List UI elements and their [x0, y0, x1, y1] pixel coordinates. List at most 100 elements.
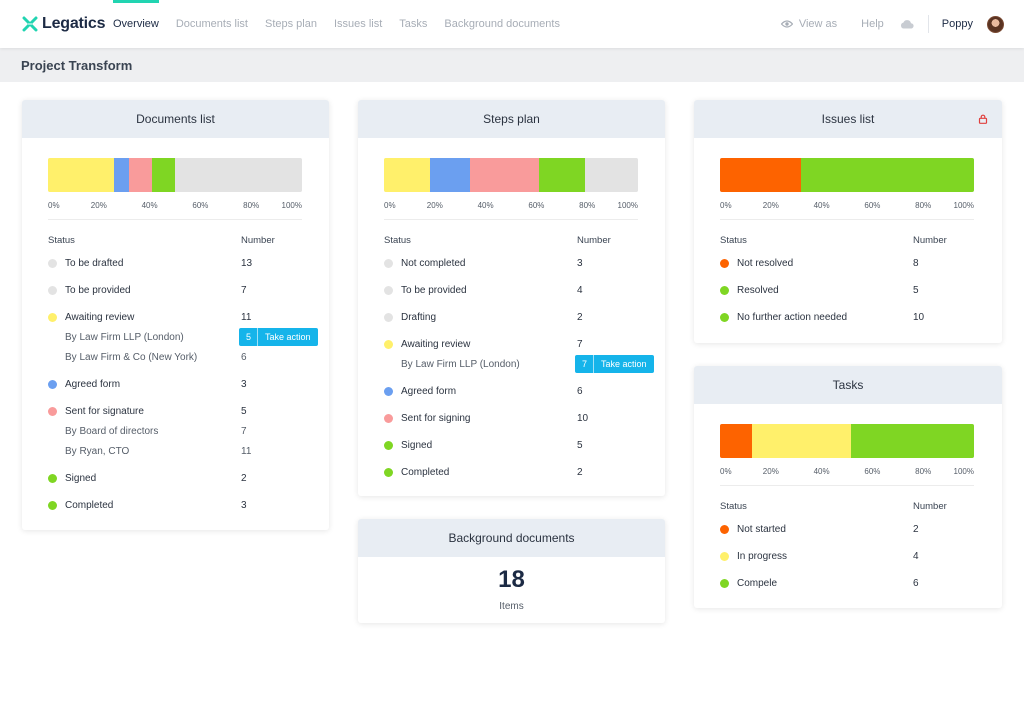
status-row[interactable]: Sent for signature: [48, 406, 144, 417]
steps-status-header: Status: [384, 235, 411, 246]
status-count: 2: [241, 473, 247, 484]
background-count: 18: [498, 566, 525, 593]
nav-overview[interactable]: Overview: [113, 0, 159, 48]
issues-card-header[interactable]: Issues list: [694, 100, 1002, 138]
status-row[interactable]: No further action needed: [720, 312, 847, 323]
status-count: 3: [241, 500, 247, 511]
status-row[interactable]: Drafting: [384, 312, 436, 323]
tasks-bar-segment-yellow: [751, 424, 851, 458]
status-count: 6: [913, 578, 919, 589]
status-row[interactable]: Compele: [720, 578, 777, 589]
nav-divider: [927, 15, 929, 33]
cloud-icon[interactable]: [900, 19, 914, 29]
status-row[interactable]: Awaiting review: [48, 312, 134, 323]
status-row[interactable]: In progress: [720, 551, 787, 562]
documents-tick-label: 100%: [281, 201, 302, 210]
status-dot-grey: [384, 286, 393, 295]
status-dot-yellow: [48, 313, 57, 322]
status-row[interactable]: Completed: [384, 467, 449, 478]
status-row[interactable]: Not resolved: [720, 258, 793, 269]
documents-card-title[interactable]: Documents list: [22, 100, 329, 138]
status-row[interactable]: Sent for signing: [384, 413, 471, 424]
take-action-label: Take action: [265, 332, 311, 342]
view-as-button[interactable]: View as: [780, 18, 838, 30]
logo[interactable]: Legatics: [22, 13, 106, 35]
tasks-tick-label: 60%: [864, 467, 881, 476]
status-count: 7: [241, 426, 247, 437]
documents-tick-label: 40%: [141, 201, 158, 210]
status-count: 10: [913, 312, 925, 323]
tasks-progress-bar: [720, 424, 974, 458]
nav-tasks[interactable]: Tasks: [399, 18, 428, 30]
status-row[interactable]: Signed: [384, 440, 432, 451]
take-action-button[interactable]: 7 Take action: [575, 355, 654, 373]
status-row[interactable]: To be drafted: [48, 258, 123, 269]
status-count: 5: [241, 406, 247, 417]
tasks-tick-label: 0%: [720, 467, 732, 476]
eye-icon: [780, 20, 793, 28]
status-row[interactable]: Signed: [48, 473, 96, 484]
status-count: 2: [577, 467, 583, 478]
status-label: Agreed form: [401, 386, 457, 397]
take-action-count: 5: [239, 328, 259, 346]
nav-documents-list[interactable]: Documents list: [175, 18, 248, 30]
help-link[interactable]: Help: [861, 18, 884, 30]
status-count: 11: [241, 446, 252, 457]
user-name[interactable]: Poppy: [941, 18, 973, 30]
tasks-card-title[interactable]: Tasks: [694, 366, 1002, 404]
steps-tick-label: 60%: [528, 201, 545, 210]
issues-tick-label: 100%: [953, 201, 974, 210]
steps-bar-segment-blue: [429, 158, 471, 192]
avatar[interactable]: [987, 15, 1004, 33]
nav-issues-list[interactable]: Issues list: [333, 18, 383, 30]
steps-progress-bar: [384, 158, 638, 192]
status-row[interactable]: Not started: [720, 524, 786, 535]
status-row[interactable]: To be provided: [48, 285, 131, 296]
nav-steps-plan[interactable]: Steps plan: [264, 18, 317, 30]
status-label: Compele: [737, 578, 778, 589]
nav-background-documents[interactable]: Background documents: [444, 18, 560, 30]
status-dot-green: [384, 441, 393, 450]
status-row[interactable]: Agreed form: [384, 386, 456, 397]
status-count: 8: [913, 258, 919, 269]
status-row[interactable]: Agreed form: [48, 379, 120, 390]
status-count: 4: [913, 551, 919, 562]
status-row[interactable]: To be provided: [384, 285, 467, 296]
documents-axis-ticks: 0% 20% 40% 60% 80% 100%: [48, 201, 302, 213]
issues-number-header: Number: [913, 235, 947, 246]
status-row[interactable]: Resolved: [720, 285, 779, 296]
background-documents-card: Background documents 18 Items: [358, 519, 665, 623]
status-row[interactable]: Awaiting review: [384, 339, 470, 350]
status-count: 5: [913, 285, 919, 296]
tasks-status-header: Status: [720, 501, 747, 512]
take-action-button[interactable]: 5 Take action: [239, 328, 318, 346]
status-dot-green: [720, 313, 729, 322]
steps-number-header: Number: [577, 235, 611, 246]
status-dot-green: [384, 468, 393, 477]
issues-tick-label: 20%: [762, 201, 779, 210]
status-dot-orange: [720, 525, 729, 534]
tasks-bar-segment-green: [850, 424, 974, 458]
status-label: Signed: [401, 440, 433, 451]
status-count: 7: [577, 339, 583, 350]
steps-card-title[interactable]: Steps plan: [358, 100, 665, 138]
documents-bar-segment-yellow: [48, 158, 115, 192]
status-dot-pink: [48, 407, 57, 416]
issues-axis-ticks: 0% 20% 40% 60% 80% 100%: [720, 201, 974, 213]
status-count: 2: [577, 312, 583, 323]
background-card-title[interactable]: Background documents: [358, 519, 665, 557]
background-unit: Items: [499, 601, 524, 612]
status-count: 7: [241, 285, 247, 296]
project-header: Project Transform: [0, 48, 1024, 82]
status-row[interactable]: Completed: [48, 500, 113, 511]
status-row[interactable]: Not completed: [384, 258, 465, 269]
view-as-label: View as: [798, 18, 838, 30]
issues-bar-segment-green: [801, 158, 974, 192]
steps-bar-segment-green: [538, 158, 585, 192]
steps-tick-label: 20%: [426, 201, 443, 210]
status-count: 2: [913, 524, 919, 535]
status-dot-blue: [48, 380, 57, 389]
steps-bar-segment-yellow: [384, 158, 430, 192]
tasks-bar-segment-orange: [720, 424, 752, 458]
status-dot-yellow: [720, 552, 729, 561]
